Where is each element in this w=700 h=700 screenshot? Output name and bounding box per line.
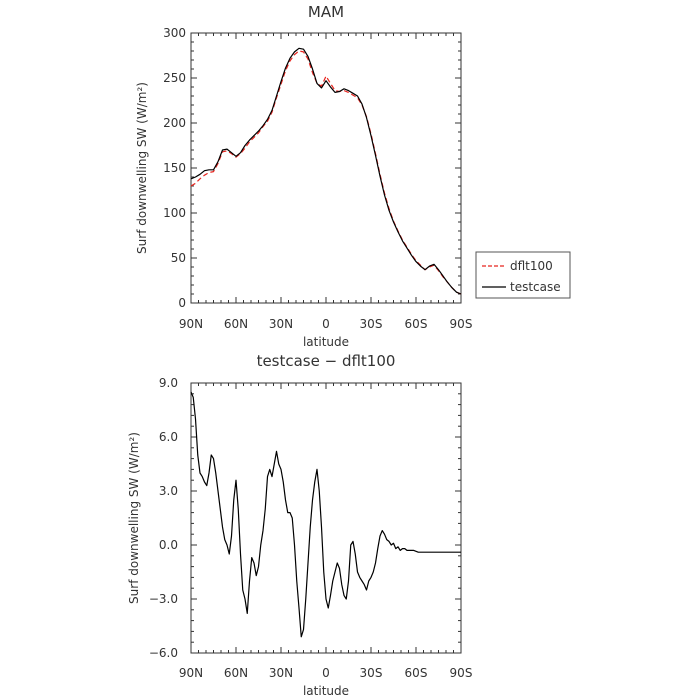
legend-box <box>475 251 571 299</box>
top-series-lines <box>190 47 462 295</box>
top-plot-frame <box>190 32 462 304</box>
bottom-y-axis-label: Surf downwelling SW (W/m²) <box>127 432 141 604</box>
x-tick-label: 90S <box>450 666 473 680</box>
bottom-series-lines <box>190 391 461 638</box>
legend: dflt100 testcase <box>475 251 571 299</box>
top-x-tick-labels: 90N 60N 30N 0 30S 60S 90S <box>179 317 473 331</box>
bottom-tick-marks <box>190 382 462 654</box>
top-panel: MAM 90N 60N 30N 0 30S 60S 90S 0 50 100 150 200 250 3… <box>135 3 571 349</box>
x-tick-label: 60S <box>405 666 428 680</box>
x-tick-label: 30S <box>360 666 383 680</box>
x-tick-label: 60N <box>224 317 248 331</box>
bottom-y-tick-labels: −6.0 −3.0 0.0 3.0 6.0 9.0 <box>149 376 178 660</box>
bottom-x-tick-labels: 90N 60N 30N 0 30S 60S 90S <box>179 666 473 680</box>
x-tick-label: 90N <box>179 666 203 680</box>
y-tick-label: 100 <box>163 206 186 220</box>
x-tick-label: 0 <box>322 317 330 331</box>
x-tick-label: 0 <box>322 666 330 680</box>
top-tick-marks <box>190 32 462 304</box>
bottom-panel-title: testcase − dflt100 <box>257 352 396 370</box>
legend-label-testcase: testcase <box>510 280 561 294</box>
series-line-dflt100 <box>190 50 462 295</box>
top-y-axis-label: Surf downwelling SW (W/m²) <box>135 82 149 254</box>
series-line-difference <box>190 391 461 638</box>
y-tick-label: 300 <box>163 26 186 40</box>
bottom-plot-frame <box>190 382 462 654</box>
top-x-axis-label: latitude <box>303 335 349 349</box>
x-tick-label: 30S <box>360 317 383 331</box>
x-tick-label: 90N <box>179 317 203 331</box>
y-tick-label: 250 <box>163 71 186 85</box>
y-tick-label: 150 <box>163 161 186 175</box>
y-tick-label: 0.0 <box>159 538 178 552</box>
y-tick-label: −6.0 <box>149 646 178 660</box>
x-tick-label: 60S <box>405 317 428 331</box>
y-tick-label: 200 <box>163 116 186 130</box>
y-tick-label: 9.0 <box>159 376 178 390</box>
y-tick-label: 3.0 <box>159 484 178 498</box>
y-tick-label: 0 <box>178 296 186 310</box>
y-tick-label: −3.0 <box>149 592 178 606</box>
top-panel-title: MAM <box>308 3 344 21</box>
y-tick-label: 50 <box>171 251 186 265</box>
bottom-x-axis-label: latitude <box>303 684 349 698</box>
series-line-testcase <box>190 47 462 295</box>
x-tick-label: 90S <box>450 317 473 331</box>
x-tick-label: 30N <box>269 666 293 680</box>
y-tick-label: 6.0 <box>159 430 178 444</box>
x-tick-label: 60N <box>224 666 248 680</box>
legend-label-dflt100: dflt100 <box>510 259 553 273</box>
x-tick-label: 30N <box>269 317 293 331</box>
bottom-panel: testcase − dflt100 90N 60N 30N 0 30S 60S 90S −… <box>127 352 472 698</box>
top-y-tick-labels: 0 50 100 150 200 250 300 <box>163 26 186 310</box>
